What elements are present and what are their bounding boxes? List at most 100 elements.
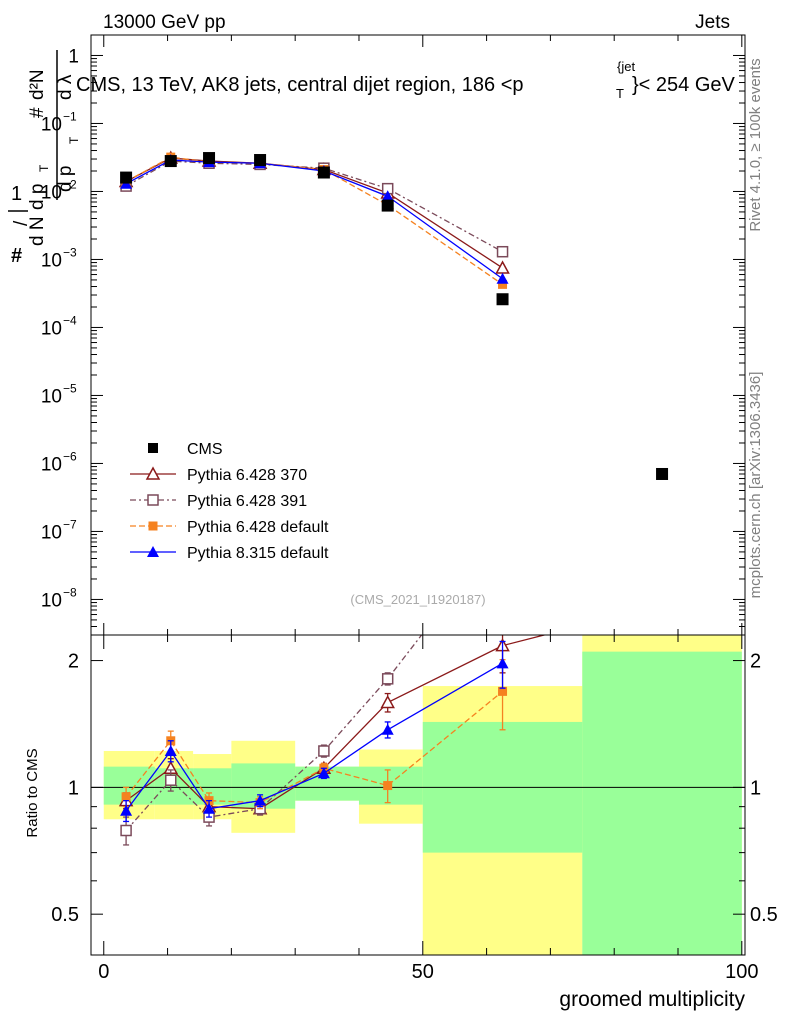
uncertainty-band-inner xyxy=(582,651,742,955)
svg-text:10: 10 xyxy=(41,454,62,475)
legend-label: CMS xyxy=(187,441,223,458)
cms-point xyxy=(254,154,267,167)
y-tick-label-main: 10 −8 xyxy=(41,585,77,611)
svg-text:T: T xyxy=(37,164,51,172)
y-tick-label-ratio-right: 0.5 xyxy=(750,904,778,926)
legend-item-p391: Pythia 6.428 391 xyxy=(130,493,307,510)
process-label: Jets xyxy=(695,12,730,33)
svg-text:T: T xyxy=(67,136,81,144)
legend-label: Pythia 6.428 370 xyxy=(187,467,307,484)
y-tick-label-main: 10 −6 xyxy=(41,449,77,475)
p8def-ratio-point xyxy=(254,794,267,806)
main-panel: 110−110−210−310−410−510−610−710−8 xyxy=(41,34,746,636)
title-text: CMS, 13 TeV, AK8 jets, central dijet reg… xyxy=(76,74,524,96)
legend-item-p8def: Pythia 8.315 default xyxy=(130,545,329,562)
p391-point xyxy=(496,245,509,258)
svg-text:10: 10 xyxy=(41,318,62,339)
title-superscript: {jet xyxy=(617,59,635,74)
svg-text:−8: −8 xyxy=(63,585,77,599)
svg-text:#: # xyxy=(27,107,48,118)
svg-text:10: 10 xyxy=(41,386,62,407)
rivet-label: Rivet 4.1.0, ≥ 100k events xyxy=(747,58,764,231)
svg-text:−6: −6 xyxy=(63,449,77,463)
legend-label: Pythia 6.428 391 xyxy=(187,493,307,510)
legend-item-p370: Pythia 6.428 370 xyxy=(130,466,307,484)
svg-text:1: 1 xyxy=(11,183,22,205)
p8def-ratio-point xyxy=(164,744,177,756)
x-tick-label: 100 xyxy=(725,961,758,983)
p391-ratio-point xyxy=(165,774,177,786)
p6def-ratio-point xyxy=(383,781,393,791)
svg-text:#: # xyxy=(11,245,22,267)
p8def-ratio-point xyxy=(120,804,133,816)
svg-text:/: / xyxy=(11,220,32,226)
p6def-ratio-point xyxy=(498,686,508,696)
ratio-frame xyxy=(90,634,746,956)
x-axis-label: groomed multiplicity xyxy=(559,988,745,1011)
svg-text:d²N: d²N xyxy=(27,69,48,100)
legend-item-p6def: Pythia 6.428 default xyxy=(130,519,329,536)
legend-marker xyxy=(147,494,159,506)
legend-item-cms: CMS xyxy=(148,441,223,458)
svg-text:−3: −3 xyxy=(63,245,77,259)
y-tick-label-main: 1 xyxy=(68,46,79,67)
y-tick-label-ratio-right: 1 xyxy=(750,777,761,799)
svg-text:1: 1 xyxy=(68,46,79,67)
legend: CMS Pythia 6.428 370 Pythia 6.428 391 Pythi… xyxy=(130,441,329,562)
legend-marker xyxy=(148,443,158,453)
cms-point xyxy=(203,152,216,165)
mcplots-label: mcplots.cern.ch [arXiv:1306.3436] xyxy=(747,372,764,599)
svg-text:−2: −2 xyxy=(63,177,77,191)
p370-ratio-line xyxy=(125,635,547,810)
ratio-content xyxy=(91,635,745,955)
svg-text:d p: d p xyxy=(27,184,48,210)
p370-ratio-point xyxy=(380,694,395,709)
y-tick-label-main: 10 −5 xyxy=(41,381,77,407)
p370-line xyxy=(125,157,503,269)
y-tick-label-ratio-left: 2 xyxy=(68,651,79,673)
title-end: }< 254 GeV xyxy=(632,74,736,96)
y-axis-label-ratio: Ratio to CMS xyxy=(24,748,41,837)
p8def-line xyxy=(125,159,503,280)
cms-point xyxy=(317,166,330,179)
legend-label: Pythia 6.428 default xyxy=(187,519,329,536)
p6def-ratio-point xyxy=(121,792,131,802)
svg-text:−4: −4 xyxy=(63,313,77,327)
p391-ratio-point xyxy=(318,745,330,757)
svg-text:−5: −5 xyxy=(63,381,77,395)
y-tick-label-ratio-left: 0.5 xyxy=(51,904,79,926)
svg-text:−7: −7 xyxy=(63,517,77,531)
legend-label: Pythia 8.315 default xyxy=(187,545,329,562)
svg-text:d N: d N xyxy=(27,216,48,246)
svg-text:d p: d p xyxy=(55,166,76,192)
svg-text:10: 10 xyxy=(41,250,62,271)
y-tick-label-ratio-right: 2 xyxy=(750,651,761,673)
analysis-id: (CMS_2021_I1920187) xyxy=(350,592,485,607)
p8def-point xyxy=(496,272,509,284)
x-tick-label: 50 xyxy=(412,961,434,983)
legend-marker xyxy=(148,521,158,531)
p8def-point xyxy=(381,190,394,202)
svg-text:−1: −1 xyxy=(63,109,77,123)
cms-point xyxy=(496,293,509,306)
p8def-ratio-point xyxy=(381,723,394,735)
y-axis-label-main: # 1 d N / d p T # d²N d p T d λ xyxy=(8,50,81,267)
p391-ratio-point xyxy=(120,824,132,837)
legend-marker xyxy=(147,546,159,557)
cms-point xyxy=(381,199,394,212)
y-tick-label-main: 10 −7 xyxy=(41,517,77,543)
cms-point xyxy=(164,155,177,168)
y-tick-label-ratio-left: 1 xyxy=(68,777,79,799)
x-tick-label: 0 xyxy=(98,961,109,983)
p391-ratio-point xyxy=(381,673,394,685)
p8def-ratio-point xyxy=(317,767,330,779)
svg-text:d λ: d λ xyxy=(55,74,76,100)
ratio-panel: 2 2 1 1 0.5 0.5 0 50 100 xyxy=(51,634,778,983)
energy-label: 13000 GeV pp xyxy=(103,12,226,33)
p8def-ratio-point xyxy=(203,802,216,814)
y-tick-label-main: 10 −3 xyxy=(41,245,77,271)
cms-point xyxy=(656,467,669,480)
y-tick-label-main: 10 −4 xyxy=(41,313,77,339)
plot-title: CMS, 13 TeV, AK8 jets, central dijet reg… xyxy=(76,59,736,101)
